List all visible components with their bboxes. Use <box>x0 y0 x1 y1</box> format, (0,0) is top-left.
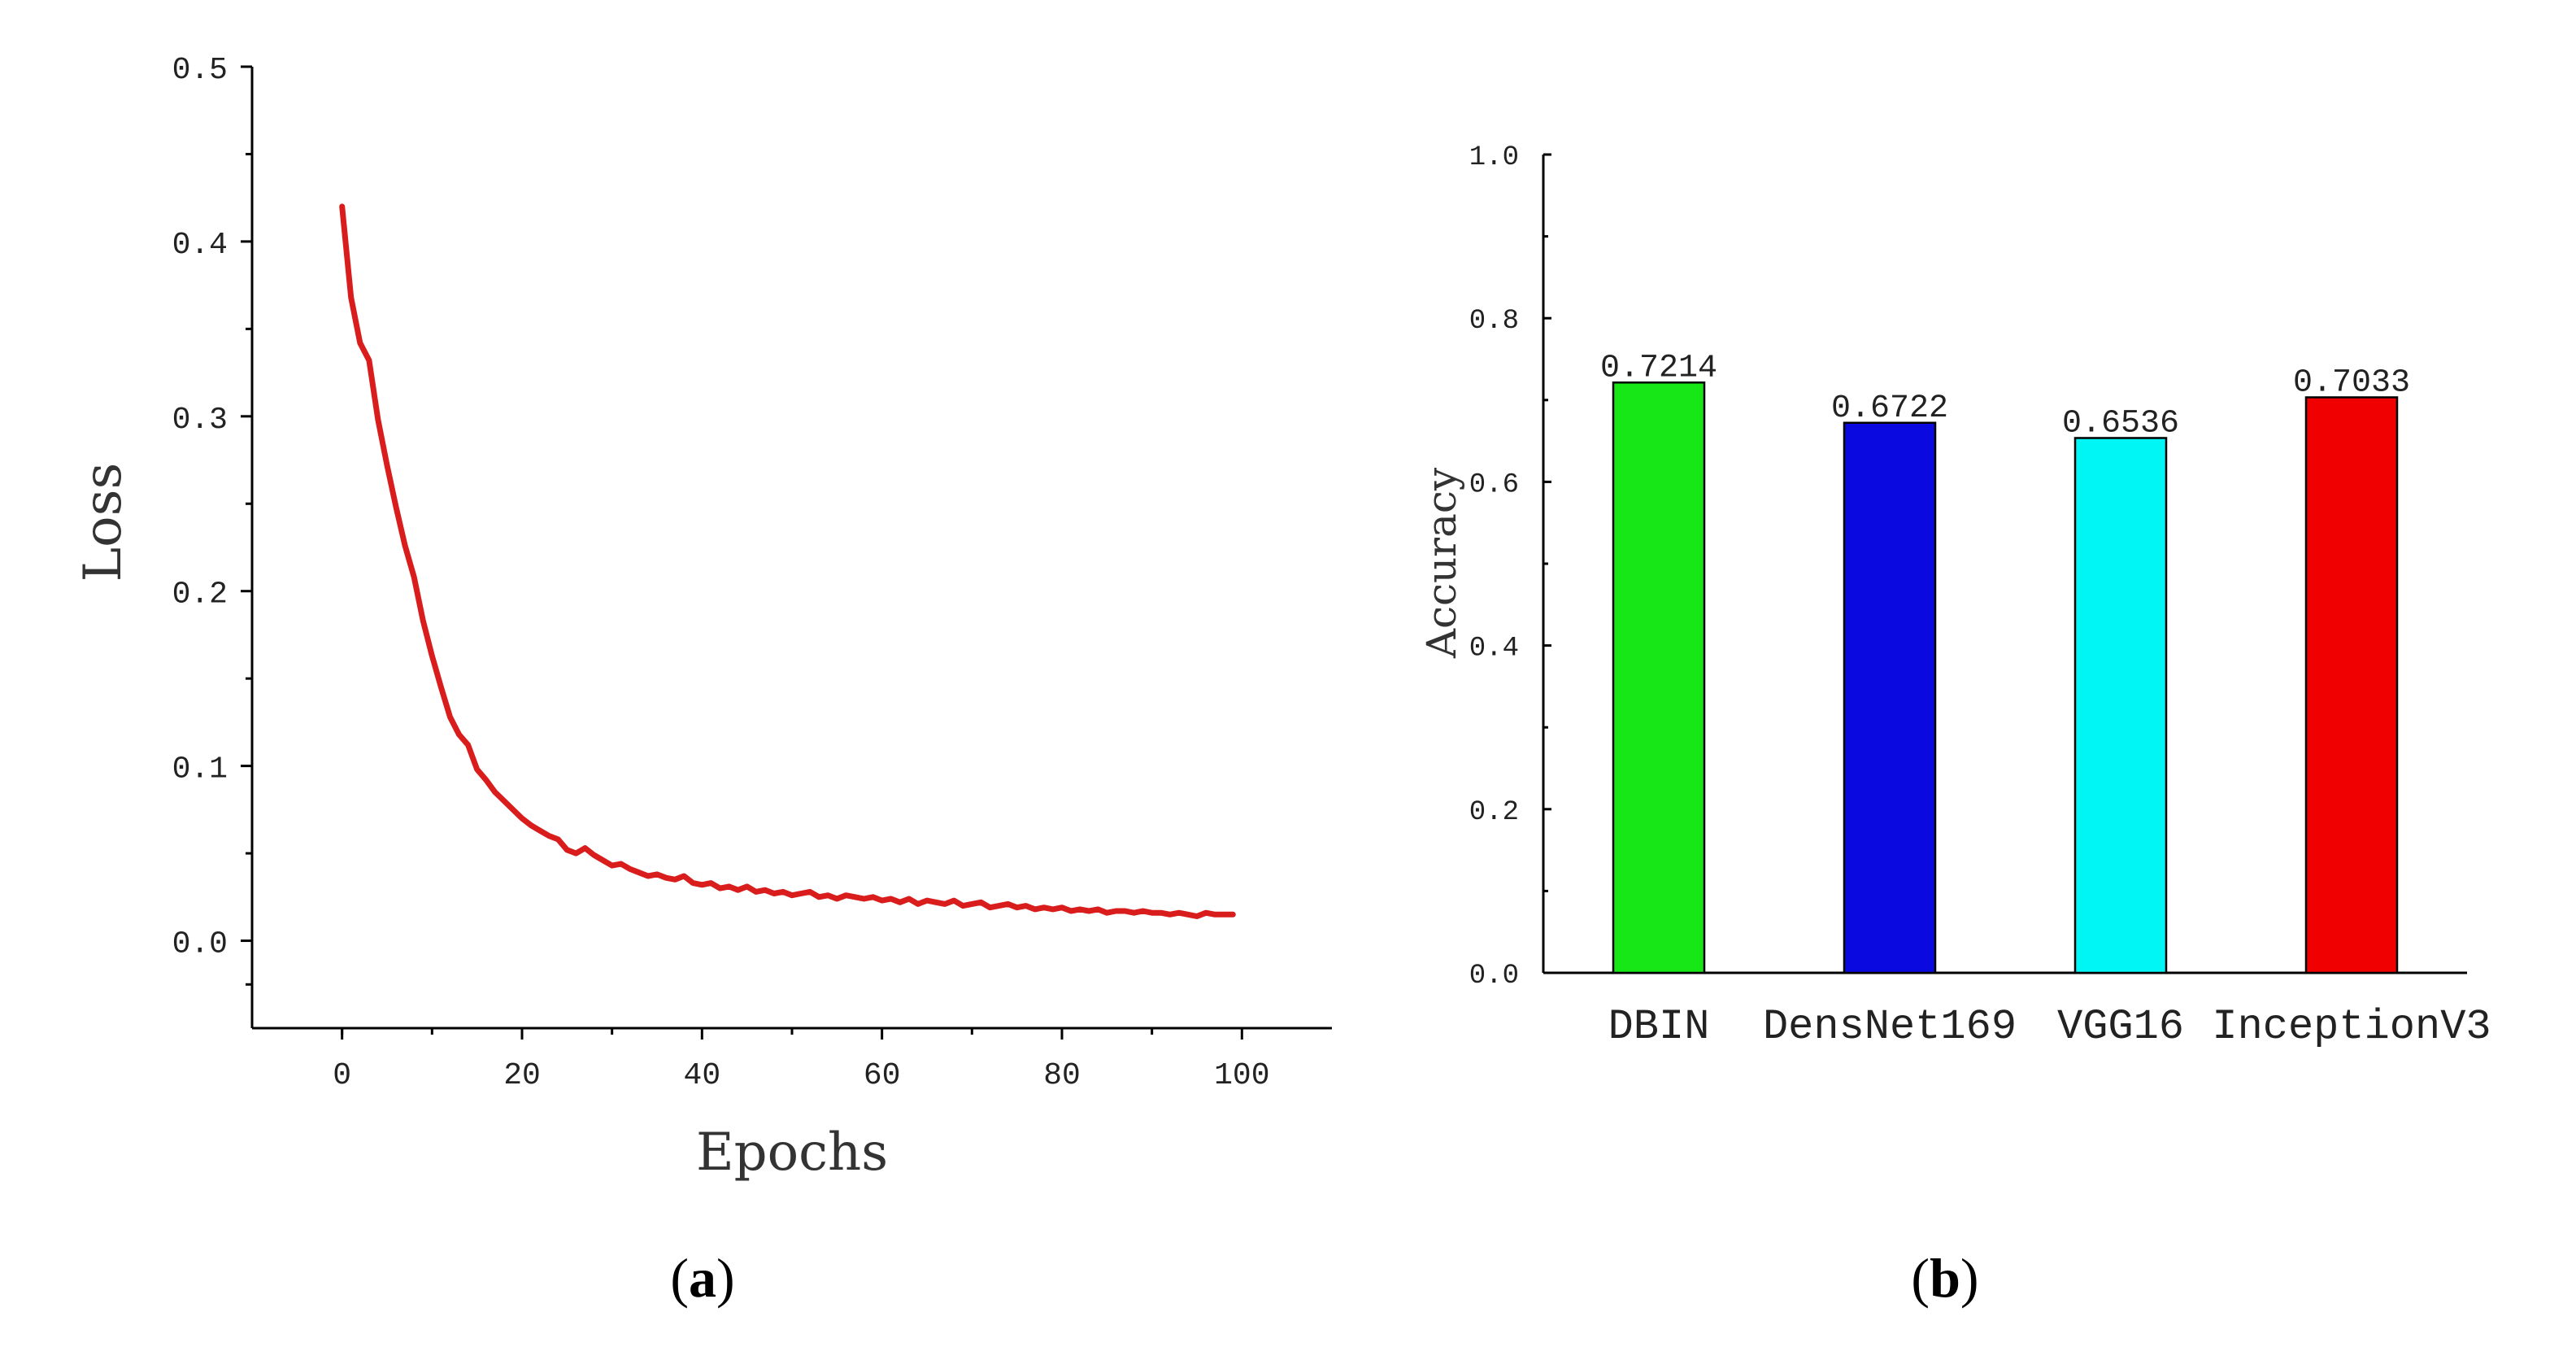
loss-y-ticks: 0.0 0.1 0.2 0.3 0.4 0.5 <box>172 53 252 986</box>
acc-category-label: InceptionV3 <box>2212 1003 2491 1051</box>
loss-x-ticks: 0 20 40 60 80 100 <box>333 1028 1270 1093</box>
acc-category-label: VGG16 <box>2057 1003 2184 1051</box>
acc-bar-dbin <box>1612 381 1706 974</box>
acc-bar-value-label: 0.6722 <box>1831 390 1948 427</box>
acc-y-tick-label: 0.6 <box>1469 469 1519 500</box>
loss-y-tick-label: 0.0 <box>172 927 228 962</box>
loss-x-axis-title: Epochs <box>696 1122 888 1183</box>
acc-y-axis-title: Accuracy <box>1418 467 1465 659</box>
caption-b-letter: b <box>1930 1247 1960 1309</box>
loss-x-tick-label: 60 <box>864 1058 901 1093</box>
loss-y-tick-label: 0.4 <box>172 228 228 263</box>
acc-category-label: DBIN <box>1608 1003 1710 1051</box>
acc-bar-inceptionv3 <box>2304 396 2399 974</box>
acc-category-label: DensNet169 <box>1763 1003 2017 1051</box>
loss-y-axis-title: Loss <box>73 463 133 582</box>
acc-bar-value-label: 0.6536 <box>2062 405 2179 442</box>
acc-bar-vgg16 <box>2073 437 2168 974</box>
caption-b: (b) <box>1911 1247 1978 1309</box>
acc-y-tick-label: 1.0 <box>1469 142 1519 173</box>
loss-y-tick-label: 0.2 <box>172 578 228 612</box>
caption-a-letter: a <box>689 1247 716 1309</box>
loss-x-tick-label: 40 <box>684 1058 721 1093</box>
loss-x-tick-label: 20 <box>503 1058 541 1093</box>
acc-bar-value-label: 0.7214 <box>1600 350 1717 386</box>
loss-chart: 0.0 0.1 0.2 0.3 0.4 0.5 0 20 40 60 80 100 Epochs L… <box>73 53 1332 1183</box>
acc-y-tick-label: 0.8 <box>1469 306 1519 337</box>
caption-a-open: ( <box>670 1247 689 1309</box>
loss-y-tick-label: 0.1 <box>172 752 228 787</box>
loss-y-tick-label: 0.3 <box>172 403 228 438</box>
caption-b-close: ) <box>1960 1247 1979 1309</box>
caption-a: (a) <box>670 1247 734 1309</box>
caption-b-open: ( <box>1911 1247 1930 1309</box>
loss-series-line <box>339 203 1236 919</box>
loss-x-tick-label: 80 <box>1043 1058 1081 1093</box>
acc-y-tick-label: 0.2 <box>1469 797 1519 828</box>
loss-x-tick-label: 100 <box>1214 1058 1269 1093</box>
acc-bar-value-label: 0.7033 <box>2293 364 2410 401</box>
acc-y-tick-label: 0.0 <box>1469 961 1519 992</box>
acc-y-tick-label: 0.4 <box>1469 634 1519 665</box>
caption-a-close: ) <box>716 1247 735 1309</box>
loss-x-tick-label: 0 <box>333 1058 351 1093</box>
acc-bars: 0.7214 DBIN 0.6722 DensNet169 0.6536 VGG16 0.7… <box>1600 350 2491 1051</box>
accuracy-chart: 0.0 0.2 0.4 0.6 0.8 1.0 0.7214 DBIN 0.6722 DensN… <box>1418 142 2491 1051</box>
acc-y-ticks: 0.0 0.2 0.4 0.6 0.8 1.0 <box>1469 142 1551 992</box>
acc-bar-densnet169 <box>1843 421 1937 974</box>
loss-y-tick-label: 0.5 <box>172 53 228 88</box>
